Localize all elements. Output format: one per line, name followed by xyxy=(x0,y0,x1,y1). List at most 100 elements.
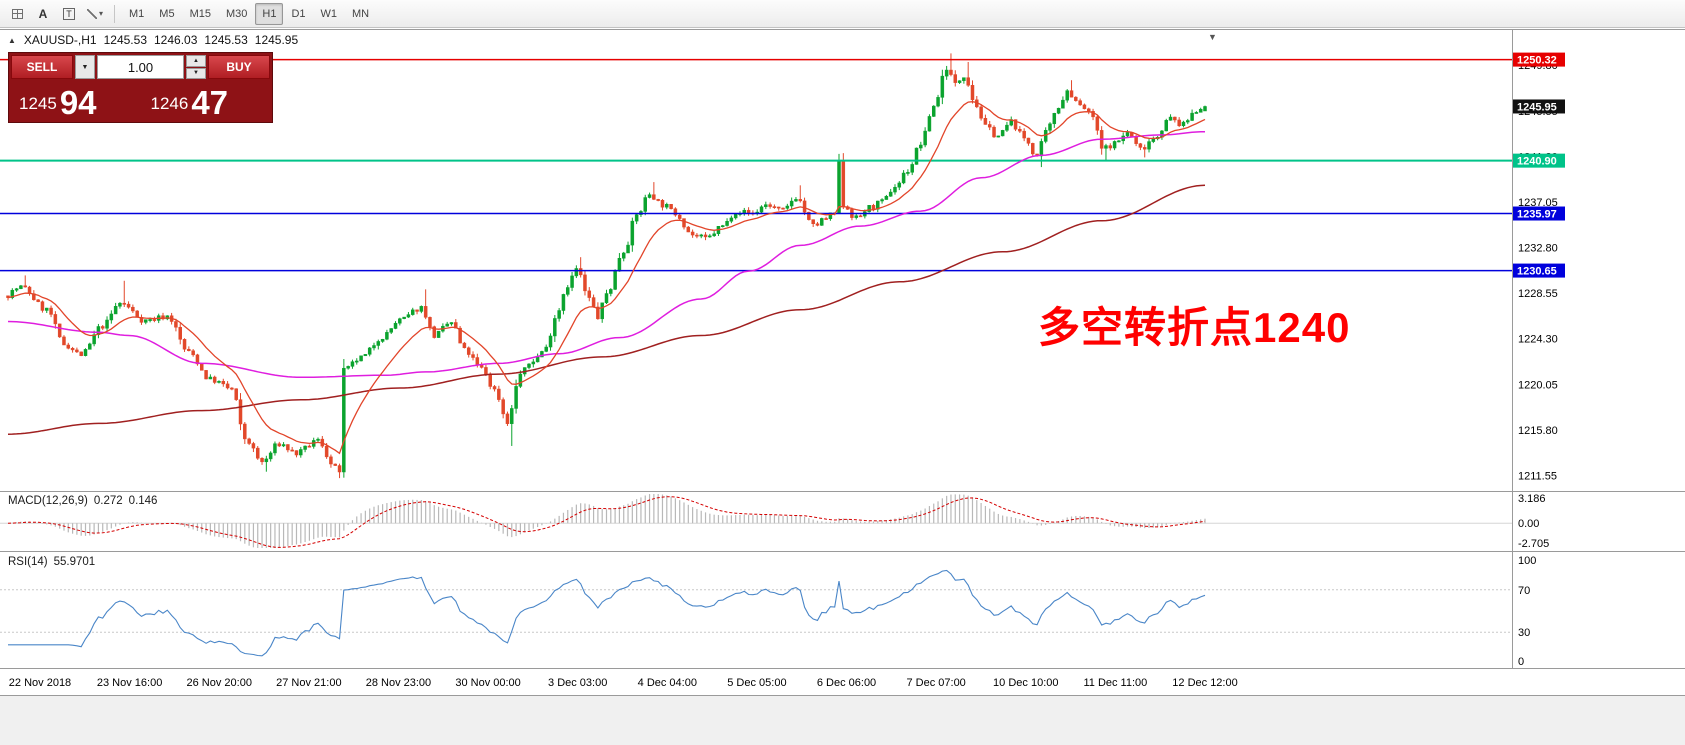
candle-body xyxy=(230,387,234,390)
candle-body xyxy=(492,386,497,390)
candle-body xyxy=(1198,108,1203,113)
macd-scale-label: 0.00 xyxy=(1518,518,1539,530)
candle-body xyxy=(234,388,238,400)
timeframe-mn[interactable]: MN xyxy=(345,3,376,25)
candle-body xyxy=(225,383,230,389)
candle-body xyxy=(669,204,673,209)
sell-price[interactable]: 1245 94 xyxy=(9,81,141,122)
collapse-triangle-icon[interactable]: ▲ xyxy=(8,35,16,45)
candle-body xyxy=(927,116,932,132)
candle-body xyxy=(105,319,109,329)
candle-body xyxy=(484,367,488,375)
cursor-tool-button[interactable]: A xyxy=(31,3,55,25)
chart-window[interactable]: 1249.801245.551241.301237.051232.801228.… xyxy=(0,28,1685,745)
price-tick-label: 1215.80 xyxy=(1518,425,1558,437)
candle-body xyxy=(1082,104,1087,110)
volume-up-button[interactable]: ▲ xyxy=(186,55,206,67)
buy-button[interactable]: BUY xyxy=(208,55,270,79)
candle-body xyxy=(324,445,329,458)
price-tag-label: 1240.90 xyxy=(1517,156,1557,168)
candle-body xyxy=(53,314,58,325)
candle-body xyxy=(1117,140,1121,143)
candle-body xyxy=(725,221,729,226)
candle-body xyxy=(837,160,841,214)
macd-signal-line xyxy=(7,496,1206,548)
timeframe-h1[interactable]: H1 xyxy=(255,2,284,25)
candle-body xyxy=(1065,90,1069,101)
price-tick-label: 1211.55 xyxy=(1518,470,1557,482)
candle-body xyxy=(380,338,385,342)
candle-body xyxy=(342,367,346,473)
candle-body xyxy=(1061,99,1065,109)
timeframe-d1[interactable]: D1 xyxy=(284,3,312,25)
candle-body xyxy=(1052,113,1057,125)
candle-body xyxy=(36,299,40,302)
candle-body xyxy=(1147,141,1151,150)
chart-shift-marker[interactable]: ▼ xyxy=(1208,32,1217,42)
candle-body xyxy=(454,322,458,329)
volume-dropdown-button[interactable]: ▼ xyxy=(75,55,95,79)
candle-body xyxy=(419,306,424,312)
candle-body xyxy=(316,438,320,441)
price-tag xyxy=(1513,206,1565,221)
candle-body xyxy=(626,244,630,254)
candle-body xyxy=(247,438,251,444)
chevron-down-icon: ▾ xyxy=(98,9,103,18)
time-axis-label: 4 Dec 04:00 xyxy=(638,677,697,689)
candle-body xyxy=(350,361,355,367)
candle-body xyxy=(243,423,247,440)
candle-body xyxy=(604,293,609,304)
candle-body xyxy=(195,354,200,365)
candle-body xyxy=(1069,90,1074,98)
candle-body xyxy=(858,215,863,218)
buy-price[interactable]: 1246 47 xyxy=(141,81,273,122)
rsi-scale-label: 100 xyxy=(1518,555,1536,567)
candle-body xyxy=(1112,141,1117,149)
candle-body xyxy=(535,356,540,363)
candle-body xyxy=(14,288,19,291)
candle-body xyxy=(501,399,505,415)
candle-body xyxy=(759,206,764,213)
candle-body xyxy=(656,199,660,201)
candle-body xyxy=(109,313,114,321)
candle-body xyxy=(346,366,350,369)
windows-tile-button[interactable] xyxy=(5,3,29,25)
candle-body xyxy=(802,200,807,213)
timeframe-m30[interactable]: M30 xyxy=(219,3,254,25)
candle-body xyxy=(1173,116,1177,121)
candle-body xyxy=(944,69,949,77)
candle-body xyxy=(634,214,639,222)
drawing-tools-button[interactable]: ▾ xyxy=(83,3,107,25)
candle-body xyxy=(19,285,23,289)
ohlc-close: 1245.95 xyxy=(254,33,299,47)
candle-body xyxy=(621,252,626,259)
macd-value-2: 0.146 xyxy=(128,495,158,507)
candle-body xyxy=(544,346,548,352)
candle-body xyxy=(178,326,182,340)
price-tick-label: 1232.80 xyxy=(1518,243,1558,255)
sell-button[interactable]: SELL xyxy=(11,55,73,79)
volume-input[interactable] xyxy=(97,55,184,79)
candle-body xyxy=(764,204,768,208)
timeframe-m5[interactable]: M5 xyxy=(152,3,181,25)
text-tool-button[interactable]: T xyxy=(57,3,81,25)
volume-down-button[interactable]: ▼ xyxy=(186,67,206,79)
price-chart[interactable]: 1249.801245.551241.301237.051232.801228.… xyxy=(0,28,1685,745)
macd-value-1: 0.272 xyxy=(93,495,123,507)
time-axis-label: 7 Dec 07:00 xyxy=(906,677,965,689)
timeframe-w1[interactable]: W1 xyxy=(314,3,345,25)
candle-body xyxy=(23,285,27,288)
candle-body xyxy=(45,307,49,311)
candle-body xyxy=(62,336,66,346)
candle-body xyxy=(880,199,884,202)
time-axis-label: 23 Nov 16:00 xyxy=(97,677,162,689)
price-tag xyxy=(1513,263,1565,278)
timeframe-m1[interactable]: M1 xyxy=(122,3,151,25)
timeframe-m15[interactable]: M15 xyxy=(183,3,218,25)
time-axis-label: 27 Nov 21:00 xyxy=(276,677,341,689)
rsi-line xyxy=(8,569,1206,657)
sell-price-big-figure: 1245 xyxy=(19,94,57,113)
candle-body xyxy=(686,226,691,233)
one-click-trading-panel: SELL ▼ ▲ ▼ BUY 1245 94 1246 47 xyxy=(8,52,273,123)
time-axis-label: 5 Dec 05:00 xyxy=(727,677,786,689)
